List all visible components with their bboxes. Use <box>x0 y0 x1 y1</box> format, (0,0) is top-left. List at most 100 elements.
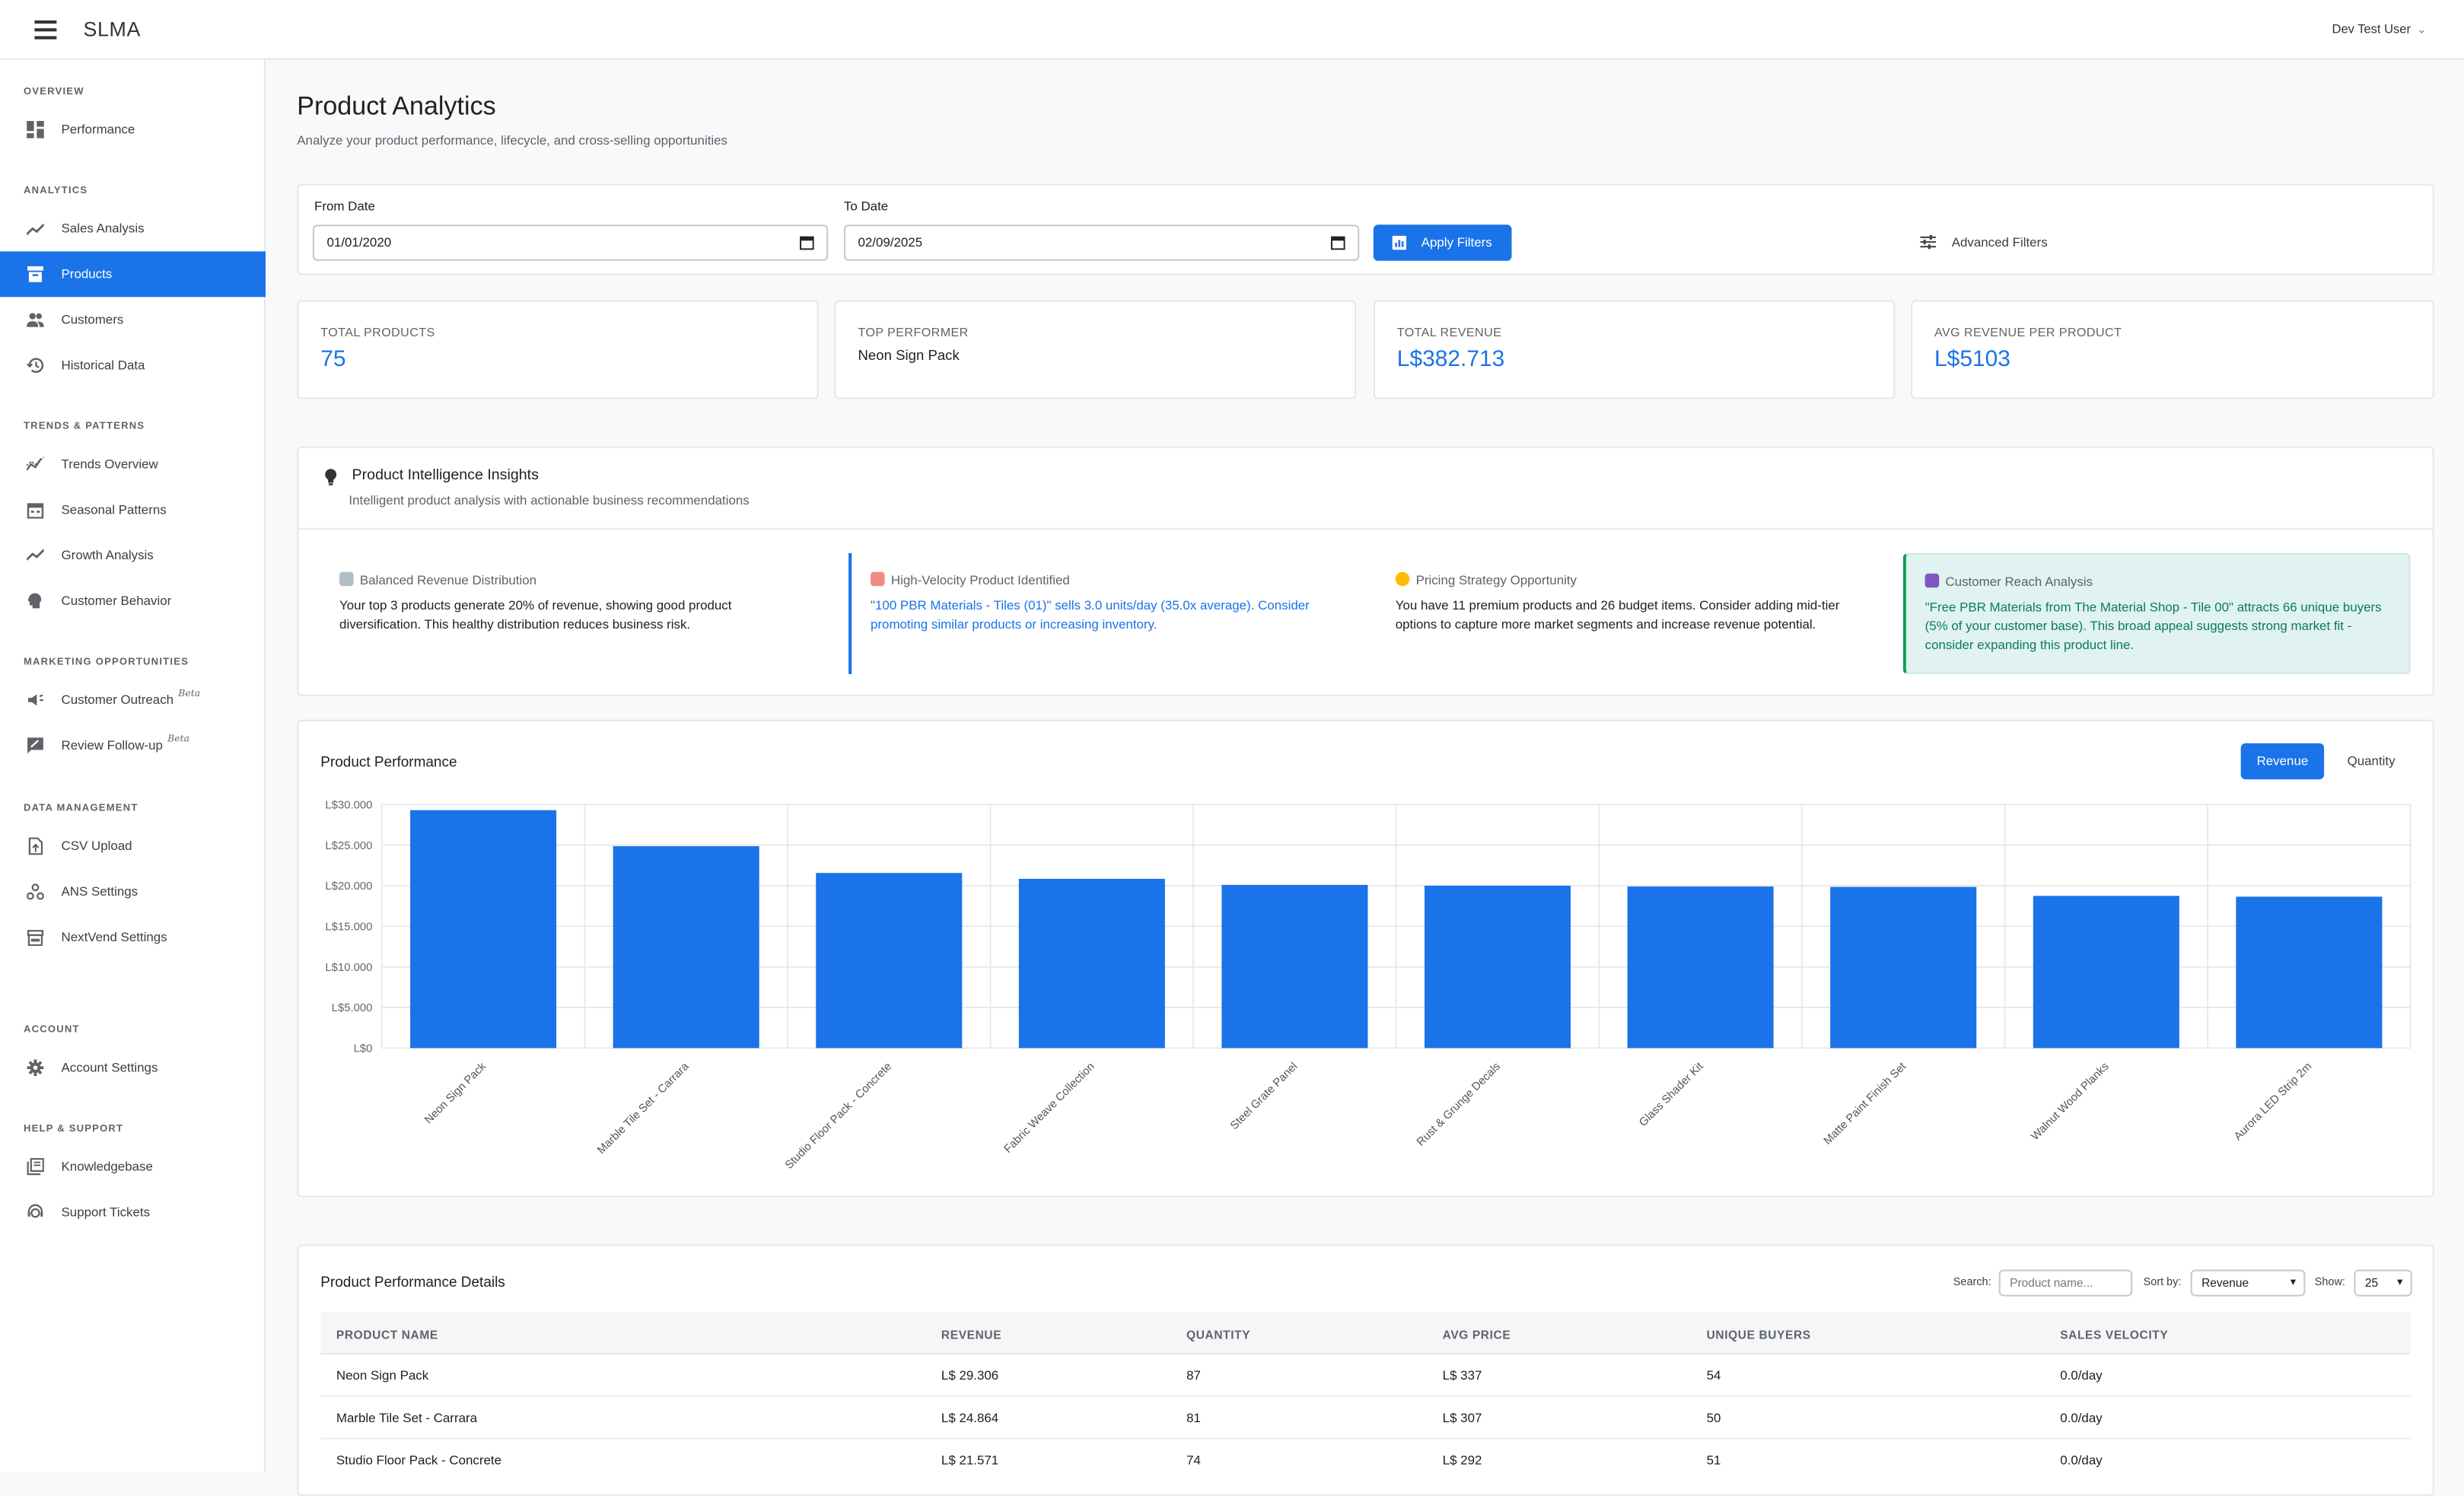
sidebar-item-ans-settings[interactable]: ANS Settings <box>0 869 266 915</box>
chart-bar <box>613 846 759 1049</box>
table-row[interactable]: Studio Floor Pack - Concrete L$ 21.571 7… <box>320 1440 2410 1482</box>
cell-revenue: L$ 29.306 <box>941 1368 999 1383</box>
money-bag-emoji-icon <box>1395 571 1410 587</box>
sidebar-item-performance[interactable]: Performance <box>0 107 266 152</box>
sidebar-item-label: Trends Overview <box>61 457 158 472</box>
sidebar-item-trends-overview[interactable]: Trends Overview <box>0 441 266 487</box>
sidebar-item-label: ANS Settings <box>61 884 138 899</box>
y-tick-label: L$30.000 <box>325 799 372 811</box>
apply-filters-label: Apply Filters <box>1421 235 1492 250</box>
calendar-icon[interactable] <box>1331 236 1345 250</box>
column-header[interactable]: UNIQUE BUYERS <box>1706 1327 1811 1342</box>
column-header[interactable]: AVG PRICE <box>1442 1327 1511 1342</box>
psychology-icon <box>25 591 44 610</box>
insight-customer-reach: Customer Reach Analysis "Free PBR Materi… <box>1902 552 2411 674</box>
cell-revenue: L$ 24.864 <box>941 1411 999 1425</box>
x-tick-label: Aurora LED Strip 2m <box>2232 1061 2314 1143</box>
search-input[interactable]: Product name... <box>1998 1269 2133 1297</box>
sidebar-item-seasonal-patterns[interactable]: Seasonal Patterns <box>0 487 266 533</box>
insights-card: Product Intelligence Insights Intelligen… <box>297 446 2434 696</box>
kpi-label: AVG REVENUE PER PRODUCT <box>1934 325 2122 340</box>
insights-title: Product Intelligence Insights <box>352 466 539 485</box>
sidebar-section-title: ANALYTICS <box>23 185 88 197</box>
to-date-label: To Date <box>843 199 889 214</box>
show-label: Show: <box>2314 1277 2345 1289</box>
sidebar-item-review-follow-up[interactable]: Review Follow-up Beta <box>0 723 266 769</box>
sidebar-item-knowledgebase[interactable]: Knowledgebase <box>0 1144 266 1189</box>
from-date-input[interactable]: 01/01/2020 <box>312 224 829 261</box>
sidebar-item-account-settings[interactable]: Account Settings <box>0 1045 266 1090</box>
insight-heading: Pricing Strategy Opportunity <box>1415 573 1577 588</box>
cell-product-name: Neon Sign Pack <box>336 1368 429 1383</box>
product-performance-chart: L$0 L$5.000 L$10.000 L$15.000 L$20.000 L$25.0… <box>325 799 2411 1172</box>
bar-chart-emoji-icon <box>339 571 354 587</box>
y-tick-label: L$5.000 <box>332 1002 373 1014</box>
kpi-label: TOTAL PRODUCTS <box>320 325 435 340</box>
table-row[interactable]: Marble Tile Set - Carrara L$ 24.864 81 L… <box>320 1397 2411 1440</box>
sidebar-item-sales-analysis[interactable]: Sales Analysis <box>0 206 266 252</box>
sidebar-item-csv-upload[interactable]: CSV Upload <box>0 823 266 869</box>
beta-badge: Beta <box>167 734 189 745</box>
sidebar-item-label: Growth Analysis <box>61 548 154 563</box>
apply-filters-button[interactable]: Apply Filters <box>1373 224 1512 261</box>
sidebar-item-support-tickets[interactable]: Support Tickets <box>0 1189 266 1235</box>
cell-quantity: 74 <box>1186 1453 1201 1468</box>
to-date-input[interactable]: 02/09/2025 <box>843 224 1360 261</box>
table-row[interactable]: Neon Sign Pack L$ 29.306 87 L$ 337 54 0.… <box>320 1354 2411 1397</box>
insight-heading: Customer Reach Analysis <box>1945 575 2093 590</box>
column-header[interactable]: REVENUE <box>941 1327 1002 1342</box>
cell-unique-buyers: 51 <box>1706 1453 1721 1468</box>
inventory-icon <box>25 265 44 284</box>
menu-icon[interactable] <box>34 20 57 40</box>
sort-select[interactable]: Revenue ▾ <box>2190 1269 2306 1297</box>
sidebar-item-customer-behavior[interactable]: Customer Behavior <box>0 578 266 624</box>
cell-unique-buyers: 50 <box>1706 1411 1721 1425</box>
sidebar-item-nextvend-settings[interactable]: NextVend Settings <box>0 915 266 960</box>
filters-card: From Date 01/01/2020 To Date 02/09/2025 … <box>297 183 2434 275</box>
sidebar-item-customer-outreach[interactable]: Customer Outreach Beta <box>0 677 266 723</box>
chevron-down-icon: ⌄ <box>2417 25 2427 37</box>
x-tick-label: Marble Tile Set - Carrara <box>595 1060 692 1157</box>
people-icon <box>25 310 44 329</box>
quantity-toggle-button[interactable]: Quantity <box>2347 754 2396 769</box>
insights-subtitle: Intelligent product analysis with action… <box>349 493 750 508</box>
search-placeholder: Product name... <box>2010 1275 2093 1291</box>
sidebar-item-products[interactable]: Products <box>0 251 266 298</box>
sidebar-item-label: Customer Behavior <box>61 594 172 609</box>
column-header[interactable]: SALES VELOCITY <box>2060 1327 2169 1342</box>
sidebar-item-label: Historical Data <box>61 358 145 373</box>
chart-bar <box>2033 896 2179 1049</box>
column-header[interactable]: QUANTITY <box>1186 1327 1251 1342</box>
kpi-card-total-revenue: TOTAL REVENUE L$382.713 <box>1373 300 1896 399</box>
user-menu[interactable]: Dev Test User ⌄ <box>2332 22 2427 37</box>
cell-unique-buyers: 54 <box>1706 1368 1721 1383</box>
advanced-filters-button[interactable]: Advanced Filters <box>1920 234 2048 250</box>
sidebar-item-customers[interactable]: Customers <box>0 297 266 342</box>
kpi-value: L$5103 <box>1934 347 2010 373</box>
page-size-select[interactable]: 25 ▾ <box>2354 1269 2412 1297</box>
beta-badge: Beta <box>178 688 201 699</box>
y-tick-label: L$10.000 <box>325 962 372 974</box>
x-tick-label: Fabric Weave Collection <box>1002 1061 1097 1156</box>
revenue-toggle-button[interactable]: Revenue <box>2240 743 2325 780</box>
upload-file-icon <box>25 837 44 856</box>
x-tick-label: Rust & Grunge Decals <box>1415 1061 1503 1149</box>
to-date-value: 02/09/2025 <box>858 235 923 250</box>
insight-heading: Balanced Revenue Distribution <box>359 573 537 588</box>
from-date-label: From Date <box>314 199 375 214</box>
sidebar-item-label: Knowledgebase <box>61 1159 153 1174</box>
advanced-filters-label: Advanced Filters <box>1951 234 2048 250</box>
column-header[interactable]: PRODUCT NAME <box>336 1327 438 1342</box>
calendar-icon <box>25 501 44 520</box>
sidebar-item-historical-data[interactable]: Historical Data <box>0 342 266 388</box>
x-tick-label: Glass Shader Kit <box>1637 1060 1706 1129</box>
gear-icon <box>25 1058 44 1077</box>
cell-product-name: Studio Floor Pack - Concrete <box>336 1453 501 1468</box>
cell-revenue: L$ 21.571 <box>941 1453 999 1468</box>
sidebar-item-growth-analysis[interactable]: Growth Analysis <box>0 533 266 578</box>
sidebar-item-label: Customers <box>61 312 124 327</box>
x-tick-label: Neon Sign Pack <box>422 1060 489 1126</box>
library-books-icon <box>25 1157 44 1176</box>
calendar-icon[interactable] <box>800 236 814 250</box>
app-brand[interactable]: SLMA <box>83 17 142 41</box>
